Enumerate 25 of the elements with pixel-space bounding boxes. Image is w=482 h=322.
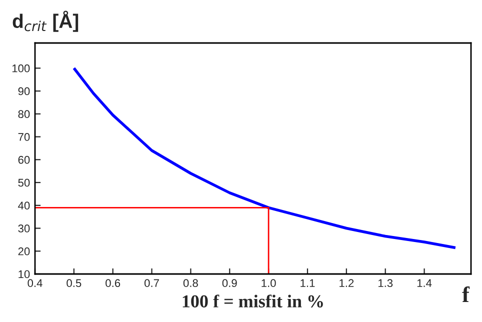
- x-tick-label: 1.1: [300, 279, 315, 287]
- text: f: [462, 286, 470, 302]
- x-tick-label: 0.6: [106, 279, 120, 288]
- x-tick-label: 0.7: [144, 279, 159, 288]
- y-tick-label: 100: [12, 64, 30, 72]
- y-tick-label: 70: [18, 133, 30, 141]
- x-tick-label: 0.5: [66, 279, 82, 288]
- x-tick-label: 0.8: [183, 279, 198, 288]
- y-tick-label: 50: [18, 178, 30, 187]
- y-axis-title: d$_{crit}$ [Å]: [12, 10, 78, 32]
- y-tick-label: 80: [18, 110, 30, 118]
- x-tick-label: 1.3: [378, 279, 393, 288]
- x-tick-label: 1.0: [262, 279, 276, 288]
- y-tick-label: 60: [18, 156, 30, 164]
- x-tick-label: 0.9: [222, 279, 237, 288]
- y-tick-label: 30: [18, 224, 30, 232]
- line-series: [72, 66, 457, 250]
- x-tick-label: 1.4: [417, 279, 432, 287]
- y-tick-label: 90: [18, 87, 30, 96]
- y-tick-label: 20: [18, 247, 30, 256]
- x-axis-title: 100 f = misfit in %: [182, 294, 323, 308]
- x-tick-label: 0.4: [28, 279, 42, 288]
- x-tick-label: 1.2: [340, 279, 354, 287]
- y-tick-label: 40: [18, 202, 30, 210]
- y-tick-label: 10: [18, 270, 30, 278]
